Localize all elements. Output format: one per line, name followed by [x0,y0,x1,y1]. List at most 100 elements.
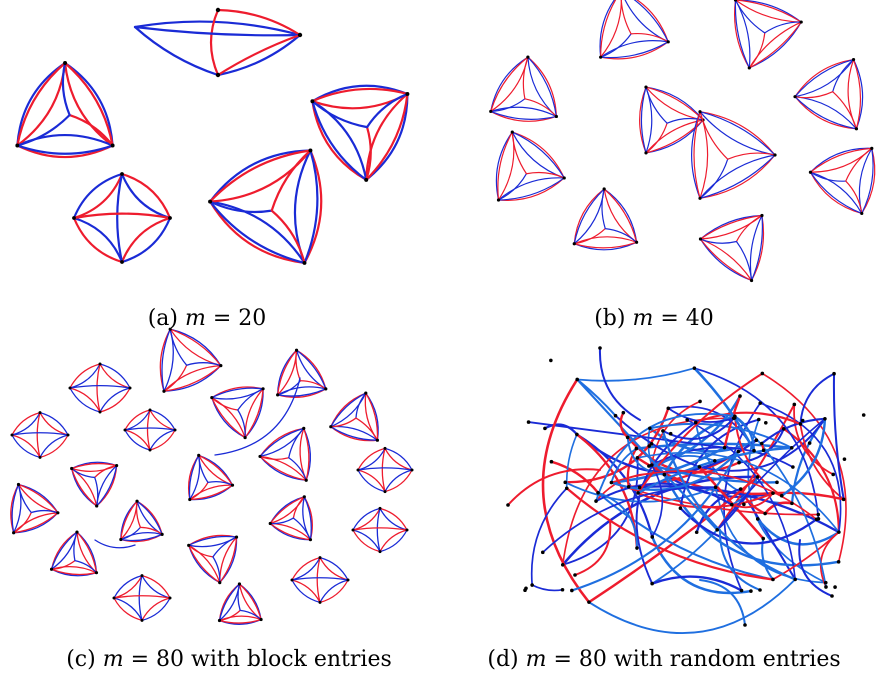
graph-edge [288,427,305,459]
graph-edge [17,483,32,514]
graph-edge [293,149,312,265]
graph-node [218,580,222,585]
graph-node [626,484,631,489]
graph-edge [603,188,638,243]
graph-edge [211,396,246,439]
graph-node [128,386,132,390]
graph-edge [357,469,386,493]
graph-edge [136,500,163,535]
graph-edge [511,131,528,175]
graph-edge [637,372,764,494]
graph-edge [238,583,262,621]
caption-d: (d) m = 80 with random entries [487,647,841,672]
graph-edge [120,526,142,541]
graph-edge [573,188,605,245]
graph-edge [490,56,529,113]
graph-edge [699,214,763,240]
graph-edge [384,447,413,471]
graph-edge [295,349,327,390]
graph-node [790,501,794,506]
graph-node [351,528,355,532]
graph-edge [809,171,847,182]
graph-edge [357,447,386,471]
graph-node [140,618,144,622]
graph-edge [198,454,234,486]
graph-edge [124,427,176,431]
graph-edge [699,111,776,156]
graph-edge [771,491,845,501]
graph-edge [620,0,632,35]
graph-edge [734,0,802,23]
graph-node [564,486,569,491]
graph-edge [116,172,124,264]
graph-edge [793,403,835,476]
graph-edge [761,537,774,581]
graph-node [75,530,79,534]
graph-edge [597,491,774,581]
graph-edge [355,417,379,441]
graph-node [575,432,579,437]
graph-edge [99,363,131,389]
graph-edge [311,87,409,103]
graph-edge [511,131,565,179]
graph-edge [17,483,59,514]
graph-edge [163,364,222,392]
graph-edge [259,427,305,458]
graph-node [729,502,734,507]
graph-edge [619,411,629,439]
graph-node [798,422,803,426]
graph-edge [733,415,783,497]
graph-edge [277,349,298,396]
graph-edge [799,423,845,501]
graph-edge [698,465,765,540]
graph-edge [71,467,98,507]
graph-edge [490,110,557,120]
graph-edge [50,568,98,576]
graph-edge [699,238,753,282]
graph-node [575,377,580,382]
graph-node [773,153,777,157]
graph-edge [311,84,409,103]
graph-edge [497,177,565,201]
graph-edge [303,149,319,265]
graph-edge [730,492,774,509]
graph-edge [163,364,188,392]
graph-edge [679,507,818,545]
graph-edge [39,411,69,436]
graph-edge [565,433,578,490]
graph-edge [573,188,605,245]
graph-edge [376,507,381,553]
graph-edge [645,86,704,121]
graph-edge [699,238,753,282]
graph-edge [16,61,67,147]
graph-edge [188,454,200,501]
graph-node [763,511,767,516]
graph-edge [163,364,222,392]
graph-edge [259,427,305,458]
graph-node [318,600,322,604]
graph-node [549,459,554,464]
graph-node [749,278,754,283]
graph-node [173,428,177,432]
graph-edge [237,409,246,439]
graph-edge [188,544,214,558]
graph-edge [138,574,143,622]
graph-edge [699,154,776,199]
graph-node [94,571,99,575]
graph-edge [490,98,526,113]
graph-edge [244,388,264,439]
graph-edge [636,446,793,495]
graph-node [816,512,821,517]
graph-edge [198,454,209,484]
graph-edge [74,559,98,574]
graph-edge [565,487,775,581]
graph-edge [527,56,557,118]
graph-node [870,146,874,150]
graph-edge [270,149,312,212]
graph-node [383,490,387,494]
graph-edge [699,154,776,199]
graph-edge [68,113,114,147]
graph-edge [645,86,704,121]
graph-edge [699,238,753,282]
graph-node [636,491,640,495]
